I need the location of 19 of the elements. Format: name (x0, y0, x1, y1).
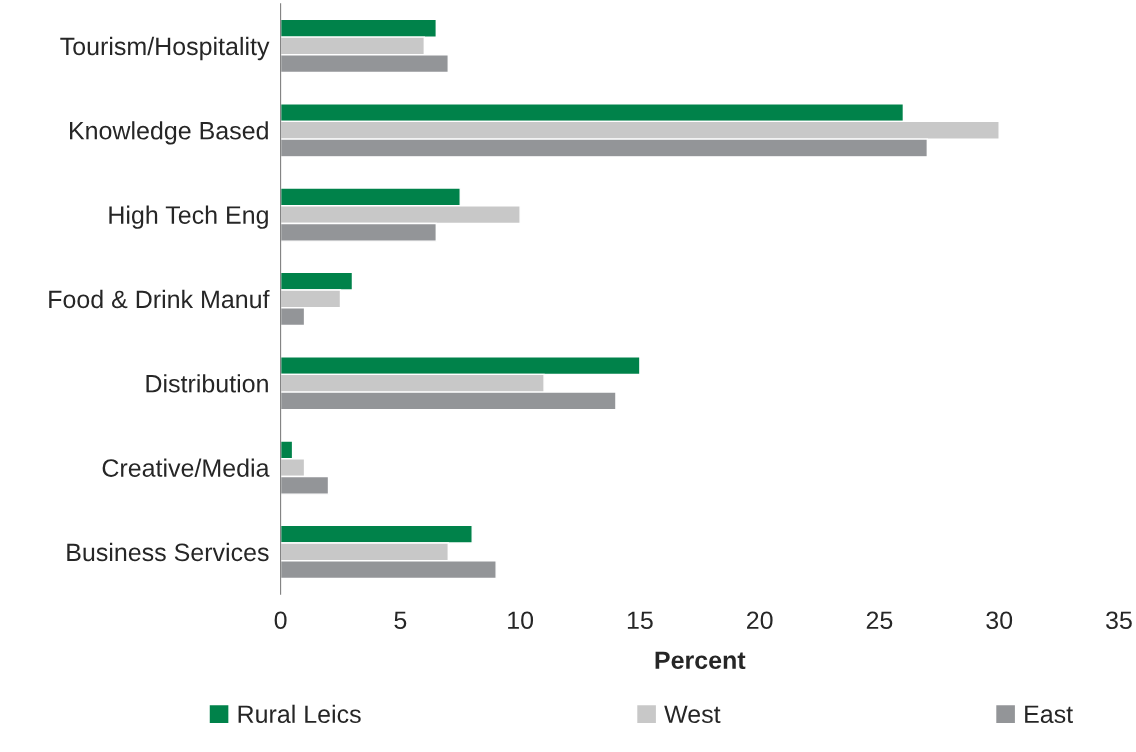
y-tick-label: Knowledge Based (70, 121, 268, 145)
x-axis-title: Percent (655, 651, 746, 670)
y-tick-label: Food & Drink Manuf (49, 289, 270, 309)
y-tick-label: Creative/Media (102, 458, 270, 477)
x-tick-label: 10 (508, 611, 534, 630)
y-tick-label: Business Services (67, 542, 269, 562)
x-tick-label: 20 (747, 611, 773, 630)
x-tick-label: 15 (627, 611, 653, 630)
legend-label: West (664, 705, 721, 724)
y-tick-label: Distribution (146, 374, 268, 393)
legend-label: East (1025, 705, 1073, 724)
y-tick-label: Tourism/Hospitality (60, 36, 270, 61)
legend-label: Rural Leics (238, 704, 361, 724)
y-tick-label: High Tech Eng (109, 205, 268, 229)
x-tick-label: 0 (274, 611, 287, 630)
x-tick-label: 25 (866, 611, 893, 630)
x-tick-label: 5 (394, 611, 407, 630)
x-tick-label: 35 (1106, 611, 1132, 630)
x-tick-label: 30 (986, 611, 1013, 630)
